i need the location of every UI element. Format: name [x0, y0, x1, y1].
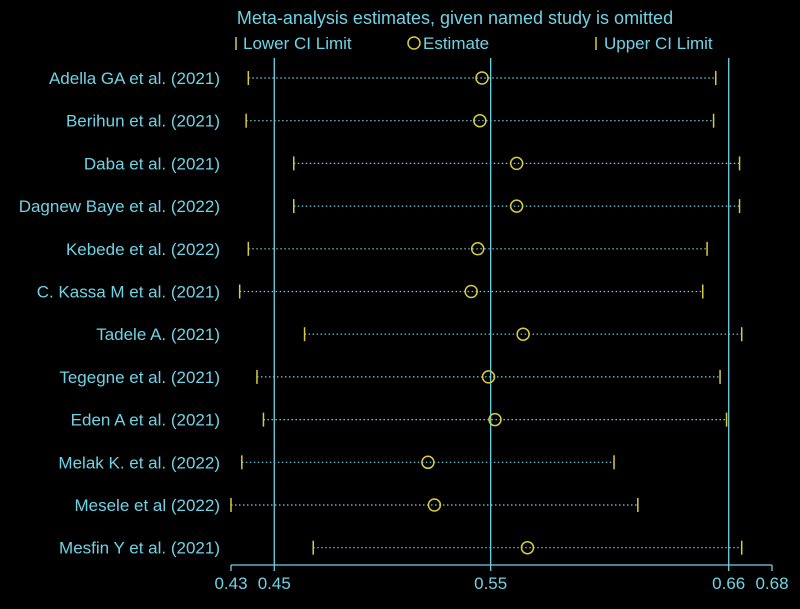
study-label: Mesfin Y et al. (2021)	[59, 539, 220, 558]
study-row: C. Kassa M et al. (2021)	[37, 283, 704, 302]
study-row: Tegegne et al. (2021)	[59, 368, 721, 387]
study-row: Tadele A. (2021)	[96, 325, 743, 344]
estimate-marker	[509, 156, 524, 171]
estimate-marker	[509, 199, 524, 213]
x-tick-label: 0.43	[214, 574, 247, 593]
study-label: Berihun et al. (2021)	[66, 112, 220, 131]
chart-title: Meta-analysis estimates, given named stu…	[237, 8, 673, 28]
study-label: Melak K. et al. (2022)	[58, 453, 220, 472]
estimate-marker	[488, 412, 502, 427]
study-label: Mesele et al (2022)	[74, 496, 220, 515]
estimate-marker	[520, 540, 535, 555]
estimate-marker	[427, 498, 442, 512]
legend-estimate-label: Estimate	[423, 34, 489, 53]
study-row: Eden A et al. (2021)	[71, 411, 728, 430]
study-label: Eden A et al. (2021)	[71, 411, 220, 430]
study-label: Adella GA et al. (2021)	[49, 69, 220, 88]
estimate-marker	[470, 242, 485, 256]
estimate-marker	[516, 327, 530, 341]
study-row: Mesele et al (2022)	[74, 496, 639, 515]
x-tick-label: 0.66	[712, 574, 745, 593]
study-row: Adella GA et al. (2021)	[49, 69, 717, 88]
study-row: Dagnew Baye et al. (2022)	[19, 197, 741, 216]
study-label: Tadele A. (2021)	[96, 325, 220, 344]
study-label: Tegegne et al. (2021)	[59, 368, 220, 387]
study-row: Mesfin Y et al. (2021)	[59, 539, 743, 558]
estimate-marker	[421, 455, 435, 470]
legend-estimate-marker	[407, 36, 421, 50]
estimate-marker	[481, 370, 496, 384]
plot-area: 0.43 0.45 0.55 0.66 0.68 Adella GA et al. (20…	[19, 58, 789, 593]
estimate-marker	[475, 71, 489, 85]
study-row: Melak K. et al. (2022)	[58, 453, 615, 472]
legend-upper-ci-label: Upper CI Limit	[604, 34, 713, 53]
study-label: Kebede et al. (2022)	[66, 240, 220, 259]
estimate-marker	[473, 113, 487, 128]
study-row: Kebede et al. (2022)	[66, 240, 708, 259]
x-tick-label: 0.55	[474, 574, 507, 593]
legend-lower-ci-label: Lower CI Limit	[243, 34, 352, 53]
study-label: Dagnew Baye et al. (2022)	[19, 197, 220, 216]
study-label: C. Kassa M et al. (2021)	[37, 283, 220, 302]
study-row: Daba et al. (2021)	[84, 154, 741, 173]
x-tick-label: 0.68	[755, 574, 788, 593]
study-label: Daba et al. (2021)	[84, 154, 220, 173]
study-row: Berihun et al. (2021)	[66, 112, 715, 131]
legend: Lower CI Limit Estimate Upper CI Limit	[235, 34, 713, 53]
estimate-marker	[464, 284, 478, 299]
x-tick-label: 0.45	[258, 574, 291, 593]
